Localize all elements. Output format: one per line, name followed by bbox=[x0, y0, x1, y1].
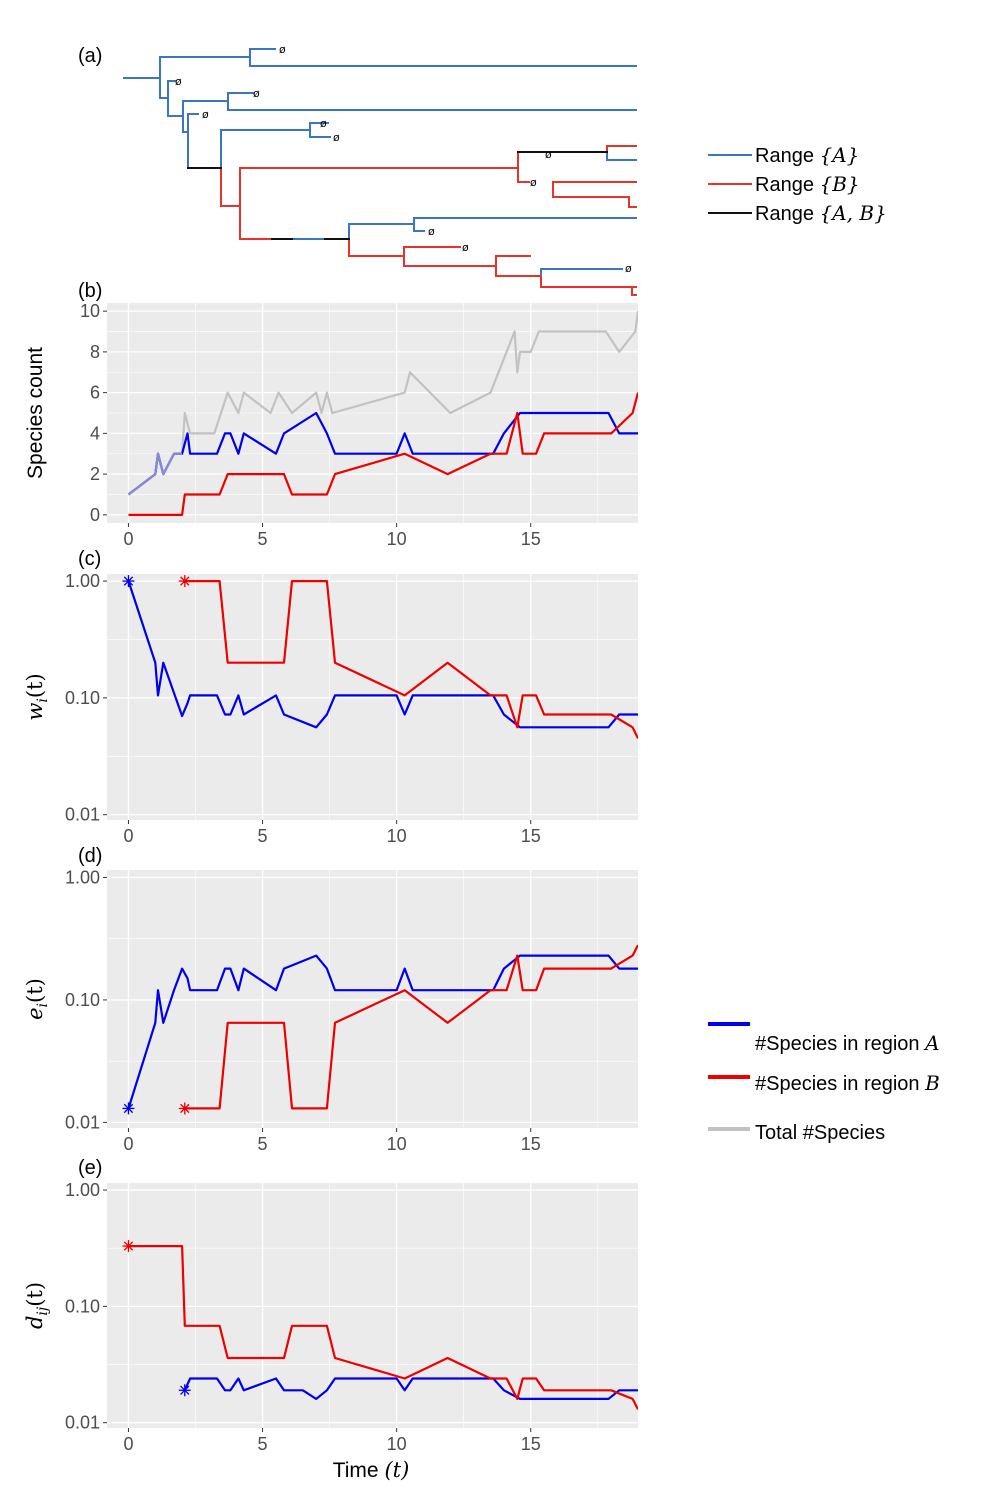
panel-c-wi: (c) 0.01 0.10 1.00 0 5 10 15 wi(t) bbox=[23, 548, 638, 846]
tree-legend-item-range-a: Range {A} bbox=[708, 143, 859, 167]
series-line--species-in-region-b bbox=[184, 944, 638, 1110]
panel-label: (e) bbox=[78, 1157, 102, 1179]
start-marker bbox=[122, 1240, 135, 1253]
y-tick-label: 0.01 bbox=[65, 805, 100, 825]
start-marker bbox=[178, 1102, 191, 1115]
series-line--species-in-region-b bbox=[128, 392, 638, 517]
y-tick-label: 0.10 bbox=[65, 688, 100, 708]
series-line--species-in-region-b bbox=[128, 1244, 638, 1410]
tree-branches-range-ab bbox=[187, 151, 608, 240]
tree-legend: Range {A} Range {B} Range {A, B} bbox=[708, 143, 887, 225]
x-tick-label: 15 bbox=[521, 529, 541, 549]
extinction-marker: ø bbox=[545, 148, 552, 161]
x-tick-label: 5 bbox=[258, 1134, 268, 1154]
y-axis-title: Species count bbox=[24, 347, 47, 479]
x-tick-label: 15 bbox=[521, 826, 541, 846]
series-legend: #Species in region A #Species in region … bbox=[708, 1022, 940, 1144]
panel-b-species-count: (b) 0 2 4 6 8 10 0 5 10 15 Species count bbox=[24, 280, 638, 549]
y-tick-label: 1.00 bbox=[65, 1180, 100, 1200]
panel-label: (b) bbox=[78, 280, 102, 302]
series-line--species-in-region-a bbox=[127, 954, 638, 1109]
legend-label-range-ab: Range {A, B} bbox=[755, 201, 887, 225]
x-tick-label: 0 bbox=[123, 529, 133, 549]
extinction-marker: ø bbox=[462, 241, 469, 254]
series-overlap bbox=[127, 452, 183, 496]
legend-label-region-b: #Species in region B bbox=[755, 1071, 940, 1095]
plot-background bbox=[107, 870, 638, 1128]
x-tick-label: 0 bbox=[123, 826, 133, 846]
start-marker bbox=[122, 575, 135, 588]
series-line--species-in-region-b bbox=[184, 579, 638, 739]
extinction-marker: ø bbox=[333, 131, 340, 144]
series-line-total-species bbox=[127, 310, 638, 496]
y-tick-label: 2 bbox=[90, 464, 100, 484]
x-tick-label: 10 bbox=[387, 1434, 407, 1454]
series-group bbox=[127, 310, 638, 517]
y-tick-label: 6 bbox=[90, 383, 100, 403]
extinction-marker: ø bbox=[253, 87, 260, 100]
y-axis-title: dij(t) bbox=[23, 1282, 51, 1329]
panel-label: (c) bbox=[78, 548, 101, 570]
extinction-marker: ø bbox=[320, 117, 327, 130]
extinction-marker: ø bbox=[625, 262, 632, 275]
legend-label-range-b: Range {B} bbox=[755, 172, 860, 196]
panel-label: (d) bbox=[78, 845, 102, 867]
y-tick-label: 10 bbox=[80, 301, 100, 321]
x-tick-label: 5 bbox=[258, 826, 268, 846]
tree-branches-range-b bbox=[220, 145, 637, 296]
start-marker bbox=[178, 575, 191, 588]
x-axis-title: Time (t) bbox=[333, 1458, 410, 1482]
x-tick-label: 0 bbox=[123, 1434, 133, 1454]
y-tick-label: 4 bbox=[90, 423, 100, 443]
start-marker bbox=[122, 1102, 135, 1115]
extinction-marker: ø bbox=[175, 75, 182, 88]
y-tick-label: 0.01 bbox=[65, 1112, 100, 1132]
legend-swatch-region-a bbox=[708, 1022, 750, 1026]
extinction-marker: ø bbox=[202, 108, 209, 121]
y-tick-label: 1.00 bbox=[65, 571, 100, 591]
legend-label-region-a: #Species in region A bbox=[755, 1031, 940, 1055]
legend-label-total: Total #Species bbox=[755, 1122, 885, 1144]
plot-background bbox=[107, 574, 638, 820]
start-marker bbox=[178, 1384, 191, 1397]
panel-d-ei: (d) 0.01 0.10 1.00 0 5 10 15 ei(t) bbox=[23, 845, 638, 1154]
x-tick-label: 10 bbox=[387, 826, 407, 846]
panel-label-a: (a) bbox=[78, 45, 102, 67]
legend-label-range-a: Range {A} bbox=[755, 143, 859, 167]
x-tick-label: 0 bbox=[123, 1134, 133, 1154]
legend-swatch-region-b bbox=[708, 1075, 750, 1079]
series-group bbox=[127, 579, 638, 739]
panel-e-dij: (e) 0.01 0.10 1.00 0 5 10 15 dij(t) bbox=[23, 1157, 638, 1454]
x-tick-label: 5 bbox=[258, 529, 268, 549]
series-line--species-in-region-a bbox=[127, 580, 638, 729]
x-tick-label: 15 bbox=[521, 1134, 541, 1154]
y-tick-label: 0.10 bbox=[65, 1296, 100, 1316]
series-line--species-in-region-a bbox=[183, 1377, 638, 1401]
x-tick-label: 10 bbox=[387, 1134, 407, 1154]
x-tick-label: 5 bbox=[258, 1434, 268, 1454]
tree-legend-item-range-ab: Range {A, B} bbox=[708, 201, 887, 225]
y-tick-label: 1.00 bbox=[65, 867, 100, 887]
extinction-marker: ø bbox=[530, 176, 537, 189]
y-tick-label: 0.01 bbox=[65, 1413, 100, 1433]
legend-swatch-total bbox=[708, 1127, 750, 1131]
series-group bbox=[128, 1244, 638, 1410]
tree-legend-item-range-b: Range {B} bbox=[708, 172, 860, 196]
tree-branches-range-a bbox=[123, 48, 637, 280]
extinction-marker: ø bbox=[279, 43, 286, 56]
y-axis-title: wi(t) bbox=[23, 673, 51, 720]
y-tick-label: 0.10 bbox=[65, 990, 100, 1010]
x-tick-label: 15 bbox=[521, 1434, 541, 1454]
y-axis-title: ei(t) bbox=[23, 978, 51, 1020]
y-tick-label: 8 bbox=[90, 342, 100, 362]
x-tick-label: 10 bbox=[387, 529, 407, 549]
series-group bbox=[127, 944, 638, 1110]
y-tick-label: 0 bbox=[90, 505, 100, 525]
extinction-marker: ø bbox=[428, 225, 435, 238]
